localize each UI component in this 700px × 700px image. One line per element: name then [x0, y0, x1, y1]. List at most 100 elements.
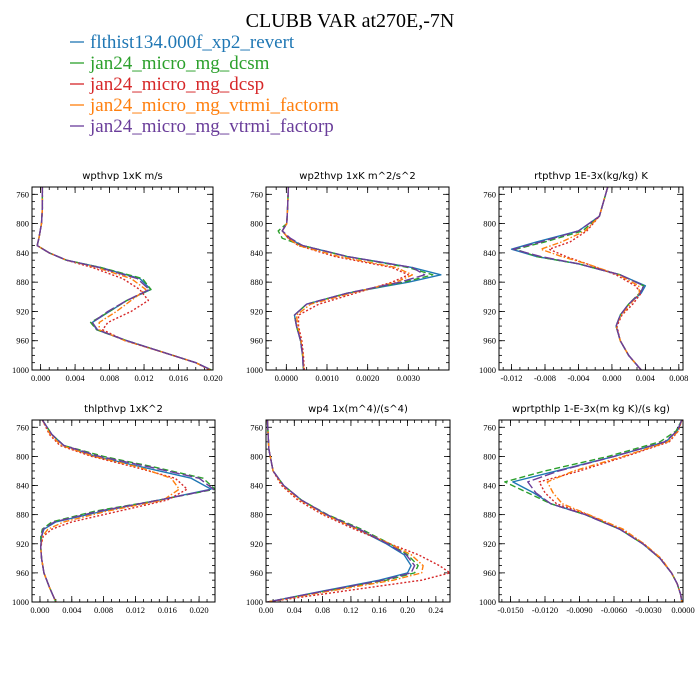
- y-tick-label: 960: [483, 336, 496, 346]
- y-tick-label: 880: [16, 277, 29, 287]
- legend-label: jan24_micro_mg_dcsp: [89, 74, 264, 95]
- panel-title: rtpthvp 1E-3x(kg/kg) K: [534, 171, 648, 182]
- series-line: [40, 420, 180, 602]
- series-line: [546, 420, 683, 602]
- legend-label: jan24_micro_mg_dcsm: [89, 53, 270, 74]
- y-tick-label: 800: [250, 451, 263, 461]
- figure-title: CLUBB VAR at270E,-7N: [246, 10, 455, 32]
- legend: flthist134.000f_xp2_revertjan24_micro_mg…: [70, 32, 339, 137]
- x-tick-label: 0.04: [287, 605, 303, 615]
- y-tick-label: 1000: [12, 597, 29, 607]
- y-tick-label: 960: [483, 568, 496, 578]
- series-line: [40, 420, 188, 602]
- series-line: [281, 187, 426, 370]
- y-tick-label: 800: [483, 219, 496, 229]
- series-group: [510, 187, 647, 370]
- panel-title: wp4 1x(m^4)/(s^4): [308, 404, 408, 415]
- x-tick-label: -0.008: [534, 373, 556, 383]
- x-tick-label: 0.016: [169, 373, 188, 383]
- panel-title: wp2thvp 1xK m^2/s^2: [299, 171, 415, 182]
- y-tick-label: 760: [483, 422, 496, 432]
- x-tick-label: 0.004: [66, 373, 86, 383]
- x-tick-label: 0.16: [372, 605, 387, 615]
- y-tick-label: 880: [250, 510, 263, 520]
- x-tick-label: 0.0030: [397, 373, 420, 383]
- x-tick-label: 0.008: [100, 373, 119, 383]
- y-tick-label: 920: [16, 306, 29, 316]
- x-tick-label: 0.0010: [315, 373, 338, 383]
- series-group: [504, 420, 683, 602]
- series-group: [266, 420, 450, 602]
- series-line: [266, 420, 416, 602]
- x-tick-label: 0.012: [126, 605, 145, 615]
- x-tick-label: -0.0060: [601, 605, 627, 615]
- x-tick-label: -0.0090: [566, 605, 592, 615]
- x-tick-label: 0.000: [31, 373, 50, 383]
- y-tick-label: 1000: [479, 597, 496, 607]
- x-tick-label: 0.00: [259, 605, 274, 615]
- y-tick-label: 1000: [246, 365, 263, 375]
- y-tick-label: 1000: [479, 365, 496, 375]
- series-line: [512, 187, 645, 370]
- panel-frame: [265, 419, 451, 603]
- x-tick-label: -0.012: [501, 373, 523, 383]
- x-tick-label: -0.004: [567, 373, 590, 383]
- y-tick-label: 840: [16, 481, 29, 491]
- y-tick-label: 920: [250, 306, 263, 316]
- panel-frame: [498, 186, 684, 371]
- panels: wpthvp 1xK m/s76080084088092096010000.00…: [12, 171, 695, 615]
- panel-title: wprtpthlp 1-E-3x(m kg K)/(s kg): [512, 404, 670, 415]
- x-tick-label: 0.008: [669, 373, 688, 383]
- panel-frame: [498, 419, 684, 603]
- y-tick-label: 880: [250, 277, 263, 287]
- x-tick-label: 0.12: [343, 605, 358, 615]
- legend-entry: jan24_micro_mg_vtrmi_factorm: [70, 95, 339, 116]
- y-tick-label: 920: [483, 306, 496, 316]
- legend-entry: flthist134.000f_xp2_revert: [70, 32, 295, 53]
- y-tick-label: 840: [16, 248, 29, 258]
- panel-1: wpthvp 1xK m/s76080084088092096010000.00…: [12, 171, 223, 383]
- series-line: [36, 187, 212, 370]
- x-tick-label: 0.24: [428, 605, 444, 615]
- series-group: [36, 187, 212, 370]
- y-tick-label: 880: [16, 510, 29, 520]
- x-tick-label: 0.020: [203, 373, 222, 383]
- legend-entry: jan24_micro_mg_vtrmi_factorp: [70, 116, 334, 137]
- legend-label: jan24_micro_mg_vtrmi_factorm: [89, 95, 339, 116]
- x-tick-label: 0.0020: [356, 373, 379, 383]
- series-line: [40, 420, 215, 602]
- panel-5: wp4 1x(m^4)/(s^4)76080084088092096010000…: [246, 404, 451, 615]
- x-tick-label: 0.008: [94, 605, 113, 615]
- x-tick-label: -0.0120: [532, 605, 558, 615]
- x-tick-label: 0.020: [190, 605, 209, 615]
- series-group: [277, 187, 442, 370]
- y-tick-label: 840: [250, 481, 263, 491]
- y-tick-label: 800: [16, 451, 29, 461]
- y-tick-label: 960: [250, 336, 263, 346]
- y-tick-label: 880: [483, 277, 496, 287]
- y-tick-label: 1000: [12, 365, 29, 375]
- series-line: [527, 420, 683, 602]
- series-line: [277, 187, 434, 370]
- x-tick-label: 0.000: [30, 605, 49, 615]
- x-tick-label: 0.0000: [671, 605, 694, 615]
- panel-title: wpthvp 1xK m/s: [82, 171, 163, 182]
- series-line: [281, 187, 414, 370]
- y-tick-label: 840: [483, 481, 496, 491]
- y-tick-label: 840: [250, 248, 263, 258]
- panel-3: rtpthvp 1E-3x(kg/kg) K 760 800 840 880 920 960…: [479, 171, 688, 383]
- y-tick-label: 1000: [246, 597, 263, 607]
- panel-frame: [31, 419, 216, 603]
- legend-entry: jan24_micro_mg_dcsp: [70, 74, 264, 95]
- x-tick-label: 0.000: [602, 373, 621, 383]
- panel-2: wp2thvp 1xK m^2/s^2 760 800 840 880 920 960 100…: [246, 171, 450, 383]
- x-tick-label: -0.0030: [635, 605, 661, 615]
- legend-entry: jan24_micro_mg_dcsm: [70, 53, 270, 74]
- y-tick-label: 800: [16, 219, 29, 229]
- y-tick-label: 760: [250, 422, 263, 432]
- y-tick-label: 760: [250, 189, 263, 199]
- panel-4: thlpthvp 1xK^276080084088092096010000.00…: [12, 404, 216, 615]
- y-tick-label: 920: [250, 539, 263, 549]
